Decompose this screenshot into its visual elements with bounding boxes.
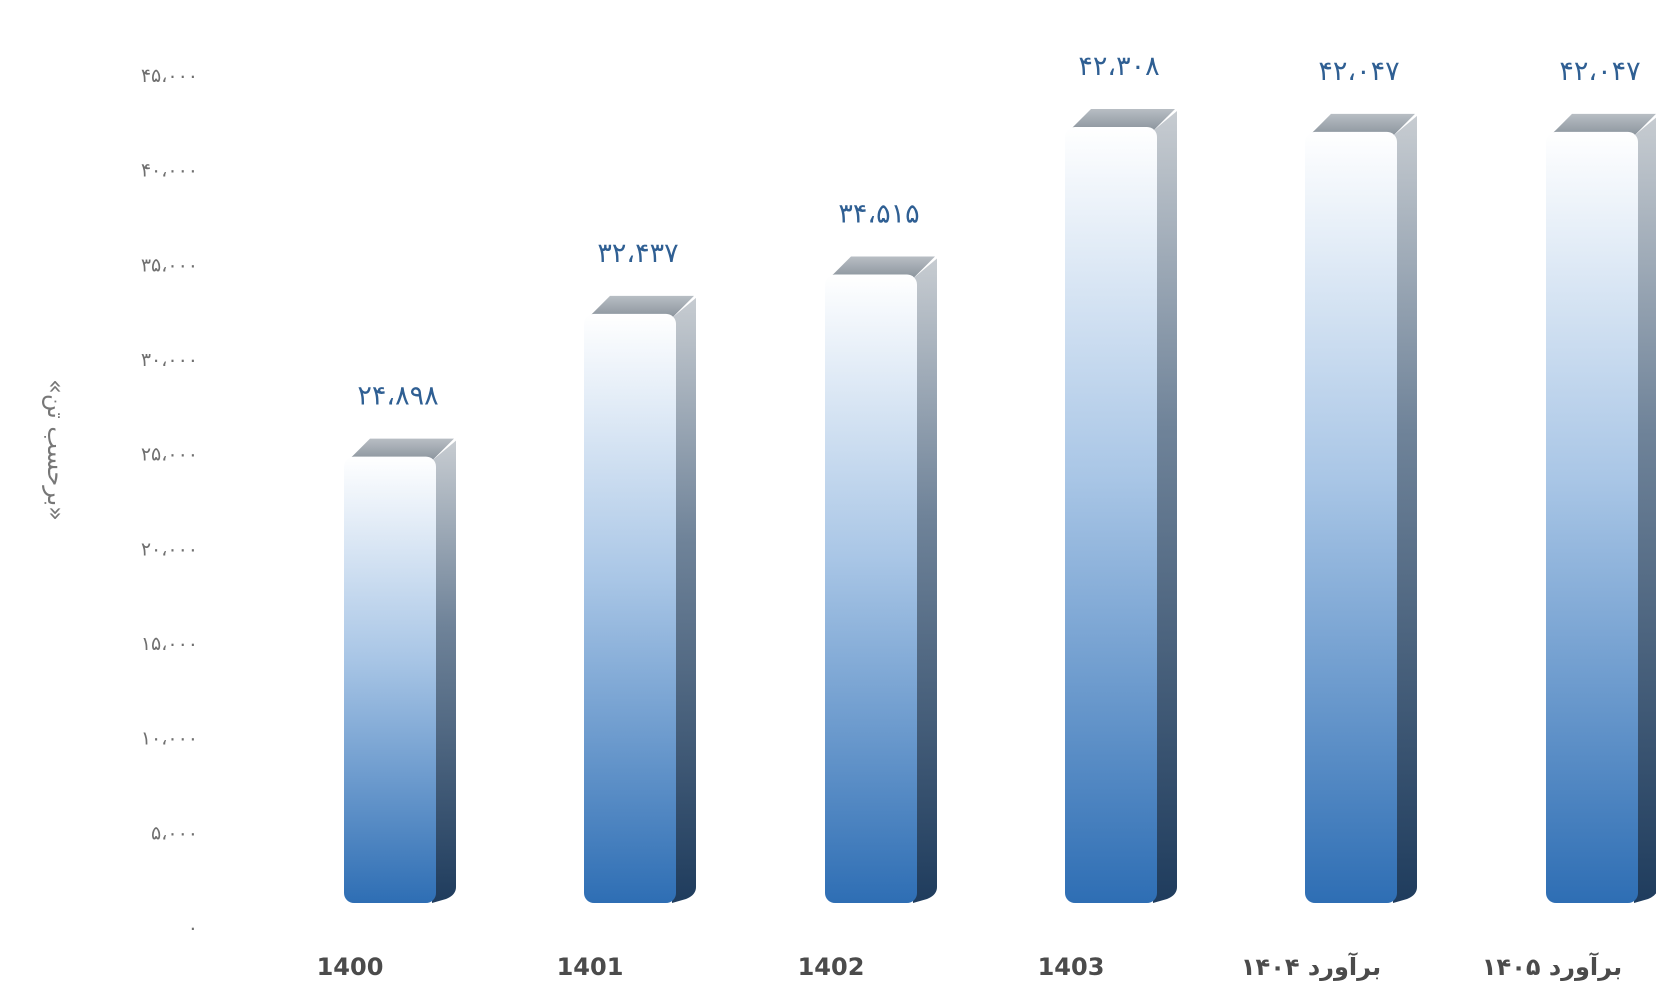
bars-group (344, 108, 1656, 904)
y-axis-title: «برحسب تن» (42, 379, 70, 521)
bar (1546, 113, 1656, 903)
y-tick-label: ۳۵،۰۰۰ (141, 254, 198, 276)
y-tick-label: ۴۰،۰۰۰ (141, 160, 198, 182)
bar-front-face (1065, 126, 1157, 904)
x-category-label: 1402 (798, 953, 865, 981)
y-tick-label: ۱۵،۰۰۰ (141, 633, 198, 655)
bar-side-face (672, 297, 696, 903)
y-tick-label: ۰ (188, 917, 198, 939)
bar-front-face (825, 274, 917, 903)
x-category-label: 1401 (557, 953, 624, 981)
bar (825, 256, 937, 903)
x-category-label: برآورد ۱۴۰۴ (1241, 952, 1381, 981)
bar (344, 438, 456, 903)
bar-top-cap (831, 256, 935, 279)
y-tick-label: ۲۵،۰۰۰ (141, 444, 198, 466)
data-label: ۲۴،۸۹۸ (357, 381, 438, 412)
bar-side-face (432, 440, 456, 903)
bar-side-face (1153, 110, 1177, 904)
bar-front-face (1546, 131, 1638, 903)
x-category-label: 1400 (317, 953, 384, 981)
data-label: ۳۲،۴۳۷ (597, 238, 678, 269)
data-labels-group: ۲۴،۸۹۸ ۳۲،۴۳۷ ۳۴،۵۱۵ ۴۲،۳۰۸ ۴۲،۰۴۷ ۴۲،۰۴۷ (357, 51, 1640, 412)
bar (584, 295, 696, 903)
bar-side-face (1393, 115, 1417, 903)
bar-front-face (1305, 131, 1397, 903)
x-axis: 1400 1401 1402 1403 برآورد ۱۴۰۴ برآورد ۱۴۰۵ (317, 952, 1622, 981)
x-category-label: برآورد ۱۴۰۵ (1482, 952, 1622, 981)
bar-side-face (913, 258, 937, 903)
bar-top-cap (350, 438, 454, 461)
bar (1305, 113, 1417, 903)
bar-top-cap (1552, 113, 1656, 136)
bar-top-cap (590, 295, 694, 318)
y-tick-label: ۱۰،۰۰۰ (141, 728, 198, 750)
bar-front-face (344, 456, 436, 903)
bar-front-face (584, 313, 676, 903)
bar-top-cap (1071, 108, 1175, 131)
data-label: ۴۲،۰۴۷ (1318, 56, 1399, 87)
bar-top-cap (1311, 113, 1415, 136)
x-category-label: 1403 (1038, 953, 1105, 981)
y-tick-label: ۴۵،۰۰۰ (141, 65, 198, 87)
data-label: ۳۴،۵۱۵ (838, 199, 919, 230)
y-tick-label: ۳۰،۰۰۰ (141, 349, 198, 371)
data-label: ۴۲،۰۴۷ (1559, 56, 1640, 87)
data-label: ۴۲،۳۰۸ (1078, 51, 1159, 82)
y-axis: ۰ ۵،۰۰۰ ۱۰،۰۰۰ ۱۵،۰۰۰ ۲۰،۰۰۰ ۲۵،۰۰۰ ۳۰،۰۰۰ ۳۵،۰… (141, 65, 198, 939)
bar (1065, 108, 1177, 904)
y-tick-label: ۲۰،۰۰۰ (141, 538, 198, 560)
y-tick-label: ۵،۰۰۰ (151, 822, 198, 844)
bar-side-face (1634, 117, 1656, 903)
